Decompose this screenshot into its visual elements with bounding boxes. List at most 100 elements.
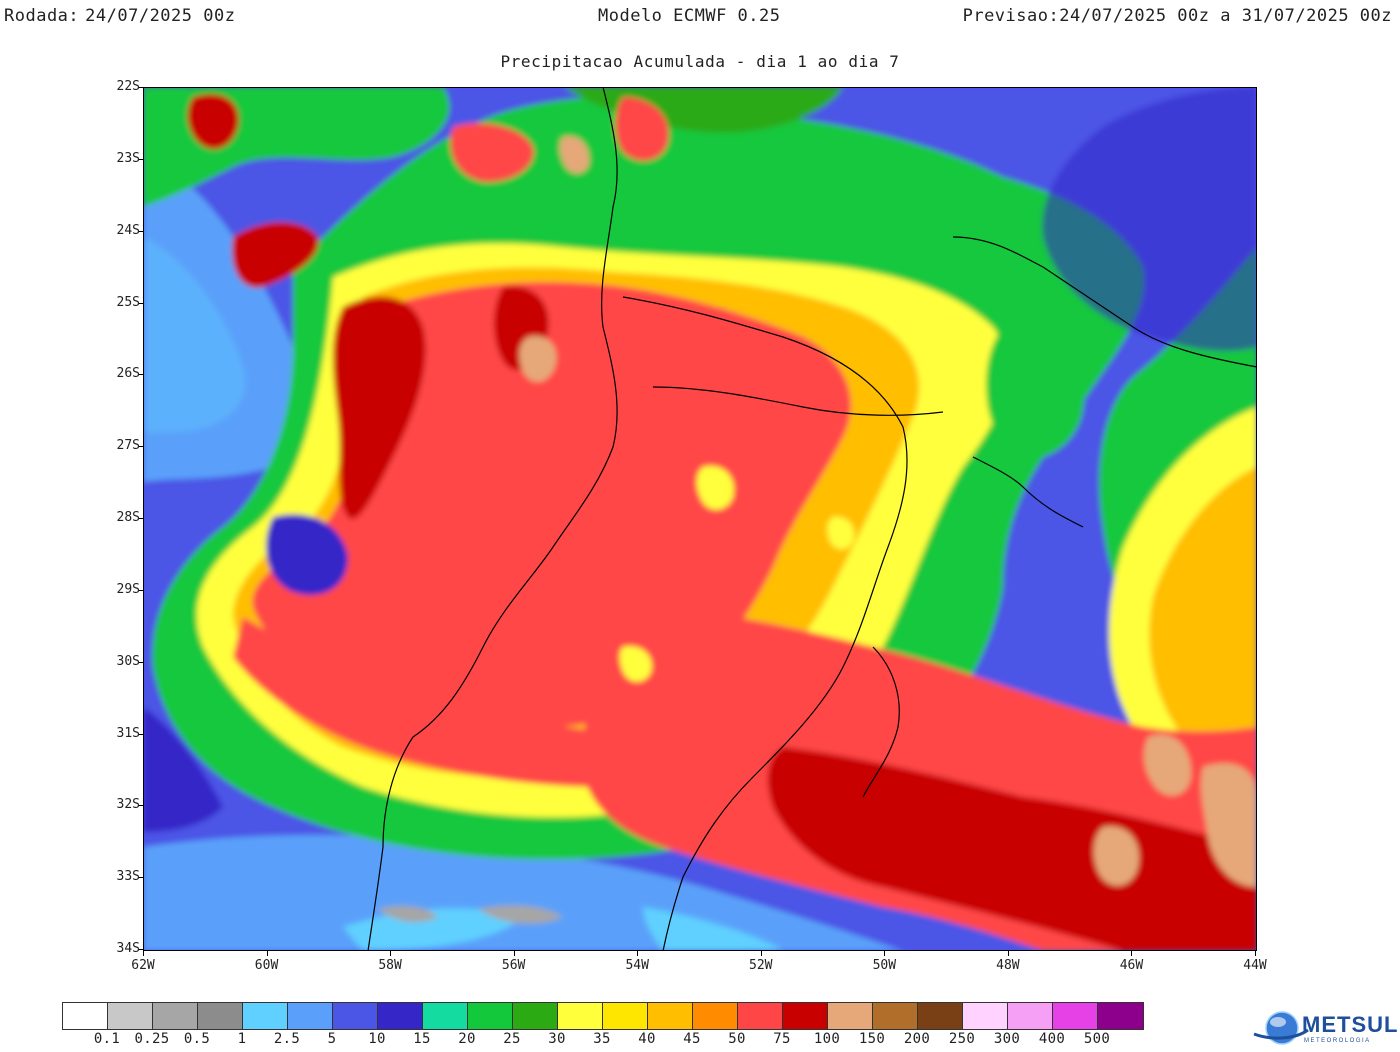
logo-subtext: METEOROLOGIA [1304, 1038, 1371, 1044]
legend-label: 5 [327, 1031, 337, 1047]
lat-label: 30S [116, 653, 140, 669]
legend-swatch [873, 1003, 918, 1029]
lat-tick [139, 949, 144, 950]
legend-swatch [783, 1003, 828, 1029]
legend-swatch [648, 1003, 693, 1029]
legend-label: 0.5 [183, 1031, 211, 1047]
legend-label: 300 [993, 1031, 1021, 1047]
legend-label: 200 [903, 1031, 931, 1047]
globe-icon [1253, 1011, 1309, 1045]
legend-swatch [828, 1003, 873, 1029]
lat-label: 23S [116, 150, 140, 166]
legend-label: 1 [237, 1031, 247, 1047]
lon-tick [637, 950, 639, 956]
lat-label: 26S [116, 366, 140, 382]
legend-label: 75 [773, 1031, 791, 1047]
lon-label: 46W [1119, 958, 1144, 973]
legend-label: 400 [1038, 1031, 1066, 1047]
lon-tick [143, 950, 144, 956]
legend-swatch [963, 1003, 1008, 1029]
lon-label: 62W [131, 958, 155, 973]
lon-label: 58W [378, 958, 402, 973]
legend-swatch [1053, 1003, 1098, 1029]
precipitation-contours [143, 87, 1257, 951]
legend-swatch [423, 1003, 468, 1029]
legend-swatch [153, 1003, 198, 1029]
legend-swatch [243, 1003, 288, 1029]
lat-tick [139, 230, 144, 232]
precipitation-field [143, 87, 1257, 951]
precipitation-map[interactable] [143, 87, 1257, 951]
legend-swatch [693, 1003, 738, 1029]
lon-label: 50W [872, 958, 897, 973]
legend-swatch [288, 1003, 333, 1029]
lon-tick [1255, 950, 1256, 956]
legend-label: 500 [1083, 1031, 1111, 1047]
legend-swatch [603, 1003, 648, 1029]
lat-tick [139, 589, 144, 591]
lat-label: 28S [116, 510, 140, 525]
lon-label: 52W [749, 958, 773, 973]
legend-swatch [468, 1003, 513, 1029]
lat-tick [139, 805, 144, 807]
legend-label: 150 [858, 1031, 886, 1047]
lat-tick [139, 518, 144, 519]
legend-label: 35 [593, 1031, 611, 1047]
lon-tick [390, 950, 392, 956]
lat-label: 27S [116, 438, 140, 454]
forecast-info: Previsao:24/07/2025 00z a 31/07/2025 00z [963, 6, 1392, 26]
lat-tick [139, 87, 144, 88]
legend-label: 250 [948, 1031, 976, 1047]
legend-swatch [63, 1003, 108, 1029]
run-label: Rodada: [4, 6, 80, 26]
legend-label: 50 [728, 1031, 746, 1047]
lat-tick [139, 733, 144, 735]
lat-label: 32S [116, 797, 140, 813]
lon-tick [1007, 950, 1009, 956]
run-value: 24/07/2025 00z [85, 6, 236, 26]
lat-label: 34S [116, 941, 140, 956]
legend-swatch [333, 1003, 378, 1029]
legend-label: 15 [413, 1031, 431, 1047]
color-scale-legend [62, 1002, 1144, 1030]
legend-label: 30 [548, 1031, 566, 1047]
model-name: Modelo ECMWF 0.25 [598, 6, 781, 26]
legend-swatch [198, 1003, 243, 1029]
lon-label: 54W [625, 958, 649, 973]
lat-label: 24S [116, 222, 140, 238]
lon-label: 56W [501, 958, 526, 973]
legend-label: 25 [503, 1031, 521, 1047]
legend-label: 20 [458, 1031, 476, 1047]
legend-label: 10 [368, 1031, 386, 1047]
lat-label: 25S [116, 294, 140, 310]
legend-swatch [1098, 1003, 1143, 1029]
lat-tick [139, 158, 144, 160]
logo-text: METSUL [1302, 1012, 1399, 1037]
lat-tick [139, 661, 144, 663]
lon-tick [884, 950, 886, 956]
legend-swatch [513, 1003, 558, 1029]
political-borders [367, 87, 1257, 951]
lat-label: 22S [116, 79, 140, 94]
lon-label: 48W [996, 958, 1020, 973]
lon-tick [1131, 950, 1133, 956]
legend-label: 0.25 [134, 1031, 170, 1047]
legend-label: 100 [813, 1031, 841, 1047]
legend-label: 2.5 [273, 1031, 301, 1047]
legend-swatch [1008, 1003, 1053, 1029]
lon-label: 60W [254, 958, 279, 973]
forecast-value: 24/07/2025 00z a 31/07/2025 00z [1059, 6, 1392, 26]
lat-tick [139, 302, 144, 304]
legend-swatch [558, 1003, 603, 1029]
lon-tick [760, 950, 762, 956]
lat-label: 33S [116, 869, 140, 885]
forecast-label: Previsao: [962, 6, 1060, 26]
legend-swatch [108, 1003, 153, 1029]
lat-tick [139, 446, 144, 448]
legend-label: 0.1 [93, 1031, 121, 1047]
legend-label: 40 [638, 1031, 656, 1047]
lat-label: 31S [116, 725, 140, 741]
lat-label: 29S [116, 581, 140, 597]
legend-swatch [918, 1003, 963, 1029]
lon-tick [513, 950, 515, 956]
